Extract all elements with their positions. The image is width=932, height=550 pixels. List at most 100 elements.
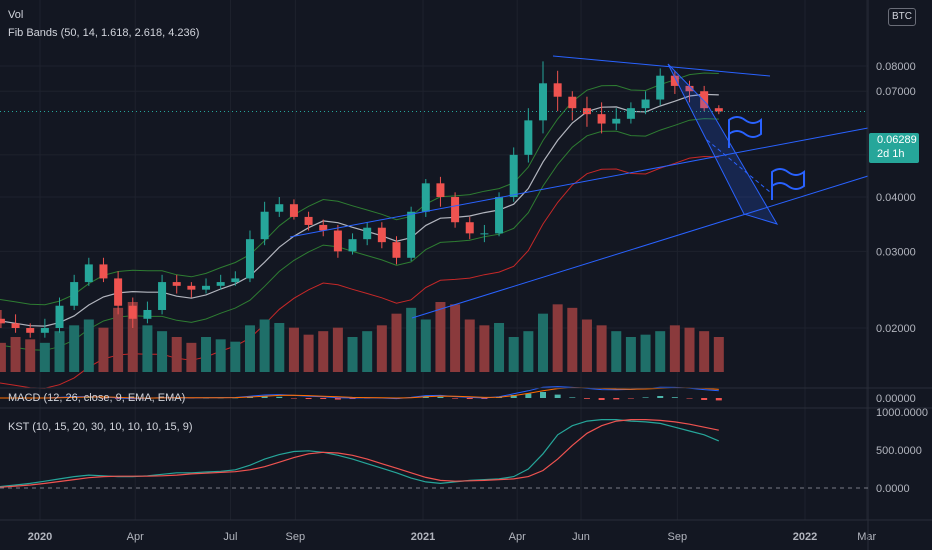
volume-bars xyxy=(0,302,724,372)
macd-histogram-bar xyxy=(569,397,576,398)
macd-histogram-bar xyxy=(613,398,620,400)
candle-body xyxy=(26,328,35,333)
volume-bar xyxy=(655,331,666,372)
macd-histogram-bar xyxy=(598,398,605,400)
candle-body xyxy=(202,285,211,290)
volume-bar xyxy=(230,341,241,372)
volume-bar xyxy=(69,325,80,372)
volume-bar xyxy=(494,323,505,372)
last-price-tag: 0.06289 2d 1h xyxy=(869,133,919,163)
candle-body xyxy=(539,83,547,121)
volume-bar xyxy=(699,331,710,372)
volume-bar xyxy=(435,302,446,372)
candle-body xyxy=(377,227,386,243)
macd-histogram-bar xyxy=(657,396,664,398)
candle-body xyxy=(245,239,254,279)
kst-signal-line xyxy=(0,419,719,488)
candle-body xyxy=(348,239,357,252)
bear-flag-channel xyxy=(667,63,779,225)
candle-body xyxy=(11,323,20,328)
candle-body xyxy=(641,99,650,109)
candle-body xyxy=(553,83,562,97)
macd-histogram-bar xyxy=(290,398,297,399)
volume-bar xyxy=(171,337,182,372)
volume-bar xyxy=(625,337,636,372)
trendline-lower xyxy=(411,175,869,319)
candle-body xyxy=(40,328,49,333)
volume-bar xyxy=(142,325,153,372)
volume-bar xyxy=(713,337,724,372)
volume-bar xyxy=(464,319,475,372)
macd-tick-label: 0.00000 xyxy=(876,393,916,405)
macd-histogram-bar xyxy=(320,398,327,399)
trendline-upper xyxy=(289,127,869,238)
candle-body xyxy=(114,278,123,306)
macd-histogram-bar xyxy=(540,392,546,398)
macd-histogram-bar xyxy=(554,394,561,398)
price-tick-label: 0.08000 xyxy=(876,61,916,73)
candle-body xyxy=(172,282,181,286)
volume-bar xyxy=(98,327,109,372)
macd-histogram-bar xyxy=(305,398,312,399)
candle-body xyxy=(158,282,167,310)
macd-histogram-bar xyxy=(100,398,107,399)
volume-bar xyxy=(567,307,578,372)
volume-bar xyxy=(0,342,6,372)
candle-body xyxy=(612,118,621,124)
flag-icon xyxy=(771,168,805,190)
time-tick-label: Apr xyxy=(127,531,144,543)
price-tick-label: 0.03000 xyxy=(876,246,916,258)
volume-bar xyxy=(406,307,417,372)
volume-bar xyxy=(552,304,563,372)
price-tick-label: 0.02000 xyxy=(876,323,916,335)
volume-label: Vol xyxy=(8,9,23,21)
fib-band-lower xyxy=(0,118,719,351)
volume-bar xyxy=(362,331,373,372)
volume-bar xyxy=(640,334,651,372)
volume-bar xyxy=(538,313,548,372)
candle-body xyxy=(700,91,709,109)
volume-bar xyxy=(83,319,94,372)
candle-body xyxy=(84,264,93,283)
macd-histogram-bar xyxy=(525,393,532,398)
kst-tick-label: 0.0000 xyxy=(876,483,910,495)
volume-bar xyxy=(347,337,358,372)
volume-bar xyxy=(157,331,168,372)
macd-histogram-bar xyxy=(583,398,590,399)
candle-body xyxy=(260,211,269,240)
macd-histogram-bar xyxy=(334,398,341,400)
volume-bar xyxy=(508,337,519,372)
volume-bar xyxy=(288,327,299,372)
volume-bar xyxy=(215,339,226,372)
flag-icon xyxy=(728,116,762,138)
time-tick-label: Jun xyxy=(572,531,590,543)
volume-bar xyxy=(523,331,534,372)
candle-body xyxy=(407,211,416,258)
volume-bar xyxy=(450,304,461,372)
candle-body xyxy=(304,216,313,225)
trendline-drawings[interactable] xyxy=(0,55,869,319)
macd-histogram-bar xyxy=(627,398,634,399)
volume-bar xyxy=(420,319,431,372)
currency-badge[interactable]: BTC xyxy=(888,8,916,26)
macd-histogram-bar xyxy=(701,398,708,400)
volume-bar xyxy=(669,325,680,372)
volume-bar xyxy=(201,337,212,372)
volume-bar xyxy=(113,307,124,372)
candle-body xyxy=(685,85,694,92)
fib-bands xyxy=(0,72,719,389)
volume-bar xyxy=(391,313,402,372)
time-tick-label: 2021 xyxy=(411,531,435,543)
macd-histogram-bar xyxy=(671,397,678,398)
candle-body xyxy=(524,120,533,155)
macd-histogram-bar xyxy=(642,397,649,398)
macd-histogram-bar xyxy=(437,396,444,398)
time-tick-label: 2020 xyxy=(28,531,52,543)
volume-bar xyxy=(25,339,36,372)
time-tick-label: Sep xyxy=(286,531,306,543)
macd-label: MACD (12, 26, close, 9, EMA, EMA) xyxy=(8,392,185,404)
candle-body xyxy=(656,75,665,100)
time-tick-label: Sep xyxy=(668,531,688,543)
macd-histogram-bar xyxy=(85,397,92,398)
